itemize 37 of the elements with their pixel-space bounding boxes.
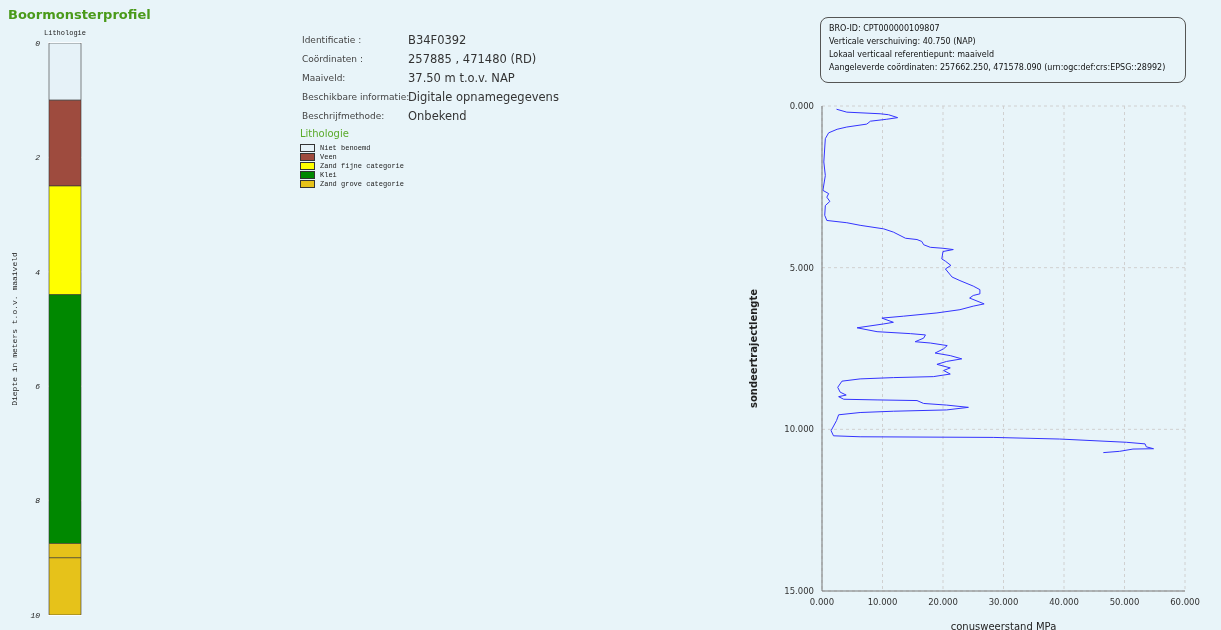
x-tick-label: 30.000 bbox=[988, 597, 1019, 608]
text: 37.50 m t.o.v. NAP bbox=[408, 70, 515, 85]
chart-title: Boormonsterprofiel bbox=[8, 7, 151, 22]
x-tick-label: 40.000 bbox=[1049, 597, 1079, 608]
text: Digitale opnamegegevens bbox=[408, 89, 559, 104]
y-tick-label: 0 bbox=[35, 38, 41, 48]
text: B34F0392 bbox=[408, 32, 467, 47]
x-tick-label: 20.000 bbox=[928, 597, 958, 608]
y-tick-label: 6 bbox=[35, 382, 41, 392]
y-tick-label: 15.000 bbox=[784, 586, 814, 597]
line-series bbox=[822, 108, 1155, 454]
text: Onbekend bbox=[408, 108, 467, 123]
x-tick-label: 50.000 bbox=[1109, 597, 1140, 608]
y-tick-label: 0.000 bbox=[789, 101, 814, 112]
text: Coördinaten : bbox=[302, 53, 364, 64]
y-tick-label: 10.000 bbox=[784, 424, 814, 435]
y-axis-title: sondeertrajectlengte bbox=[747, 288, 759, 409]
x-tick-label: 10.000 bbox=[867, 597, 898, 608]
y-tick-label: 8 bbox=[35, 496, 41, 506]
y-tick-label: 2 bbox=[35, 153, 41, 163]
x-tick-label: 60.000 bbox=[1170, 597, 1200, 608]
legend-title: Lithologie bbox=[300, 128, 350, 139]
x-tick-label: 0.000 bbox=[809, 597, 835, 608]
y-tick-label: 5.000 bbox=[789, 262, 814, 273]
y-tick-label: 10 bbox=[30, 610, 41, 620]
text: Beschikbare informatie: bbox=[302, 91, 410, 102]
text: Aangeleverde coördinaten: 257662.250, 471578.090 (urn:ogc:def:crs:EPSG::28992) bbox=[829, 62, 1167, 74]
text: Identificatie : bbox=[302, 34, 363, 45]
y-axis-title: Diepte in meters t.o.v. maaiveld bbox=[9, 251, 19, 406]
y-tick-label: 4 bbox=[35, 267, 41, 277]
text: Verticale verschuiving: 40.750 (NAP) bbox=[829, 36, 977, 48]
text: Maaiveld: bbox=[302, 72, 347, 83]
text: 257885 , 471480 (RD) bbox=[408, 51, 537, 66]
text: Beschrijfmethode: bbox=[302, 110, 386, 121]
text: Lokaal verticaal referentiepunt: maaiveld bbox=[829, 49, 996, 61]
text: BRO-ID: CPT000000109807 bbox=[829, 23, 941, 35]
x-axis-title: conusweerstand MPa bbox=[950, 621, 1057, 630]
